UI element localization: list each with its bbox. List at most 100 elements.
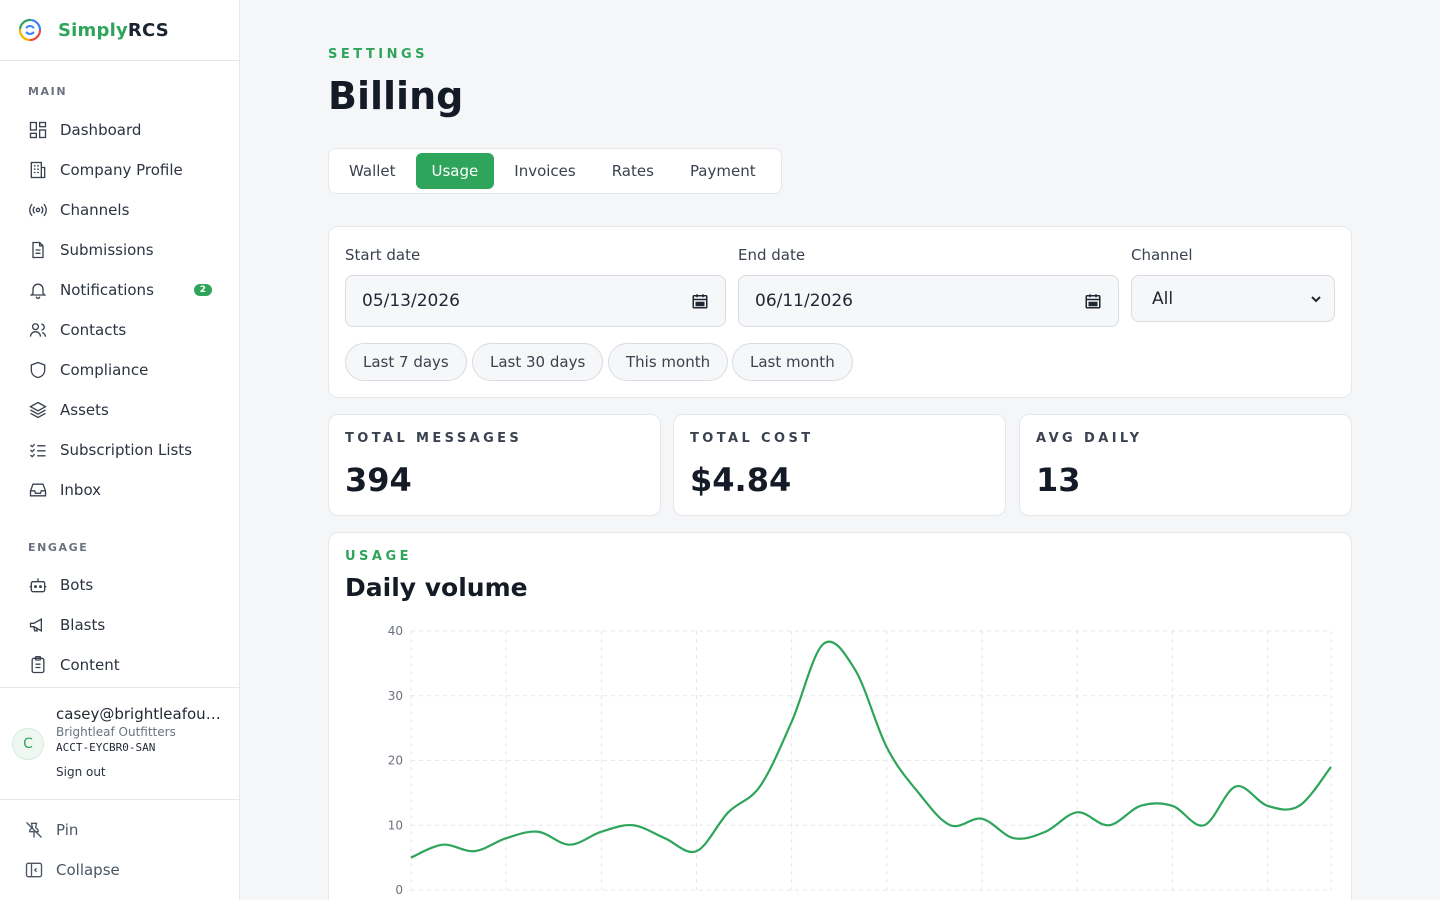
- stat-card-total-cost: TOTAL COST $4.84: [673, 414, 1006, 516]
- stat-value: $4.84: [690, 461, 792, 499]
- sidebar-item-subscription-lists[interactable]: Subscription Lists: [16, 432, 224, 468]
- sidebar-item-label: Company Profile: [60, 161, 183, 179]
- tab-usage[interactable]: Usage: [415, 153, 495, 189]
- sidebar-item-assets[interactable]: Assets: [16, 392, 224, 428]
- preset-last-month[interactable]: Last month: [732, 343, 853, 381]
- brand-name: SimplyRCS: [58, 19, 169, 41]
- collapse-button[interactable]: Collapse: [12, 852, 228, 888]
- sidebar-item-label: Subscription Lists: [60, 441, 193, 459]
- preset-this-month[interactable]: This month: [608, 343, 729, 381]
- start-date-value: 05/13/2026: [362, 291, 460, 311]
- y-tick-label: 40: [388, 624, 403, 638]
- channel-value: All: [1152, 288, 1174, 309]
- nav-section-main: MAIN: [28, 85, 68, 98]
- series-line: [410, 640, 1332, 859]
- tab-wallet[interactable]: Wallet: [349, 162, 396, 180]
- data-point: [790, 720, 794, 724]
- sidebar-item-contacts[interactable]: Contacts: [16, 312, 224, 348]
- y-tick-label: 0: [395, 883, 403, 897]
- bell-icon: [29, 283, 47, 299]
- tab-rates[interactable]: Rates: [611, 162, 654, 180]
- sidebar-item-dashboard[interactable]: Dashboard: [16, 112, 224, 148]
- data-point: [853, 668, 857, 672]
- sidebar-item-blasts[interactable]: Blasts: [16, 607, 224, 643]
- sidebar-item-notifications[interactable]: Notifications 2: [16, 272, 224, 308]
- user-company: Brightleaf Outfitters: [56, 725, 176, 739]
- chart-eyebrow: USAGE: [345, 549, 413, 564]
- sidebar-item-label: Assets: [60, 401, 109, 419]
- end-date-value: 06/11/2026: [755, 291, 853, 311]
- start-date-label: Start date: [345, 246, 421, 264]
- chevron-down-icon: [1311, 295, 1321, 302]
- sidebar-item-inbox[interactable]: Inbox: [16, 472, 224, 508]
- notification-badge: 2: [193, 284, 212, 296]
- tab-invoices[interactable]: Invoices: [514, 162, 576, 180]
- nav-section-engage: ENGAGE: [28, 541, 89, 554]
- sidebar-item-label: Submissions: [60, 241, 154, 259]
- sidebar-item-compliance[interactable]: Compliance: [16, 352, 224, 388]
- calendar-icon[interactable]: [1084, 292, 1102, 310]
- stat-card-avg-daily: AVG DAILY 13: [1019, 414, 1352, 516]
- billing-tabs: Wallet Usage Invoices Rates Payment: [328, 148, 782, 194]
- pin-off-icon: [26, 822, 42, 838]
- data-point: [599, 830, 603, 834]
- layers-icon: [29, 401, 47, 419]
- stat-value: 13: [1036, 461, 1081, 499]
- sidebar-item-label: Bots: [60, 576, 94, 594]
- data-point: [1297, 804, 1301, 808]
- y-tick-label: 20: [388, 754, 403, 768]
- data-point: [504, 836, 508, 840]
- tab-payment[interactable]: Payment: [689, 162, 756, 180]
- data-point: [1012, 836, 1016, 840]
- preset-last-30-days[interactable]: Last 30 days: [472, 343, 604, 381]
- clipboard-icon: [31, 656, 45, 674]
- sidebar-item-submissions[interactable]: Submissions: [16, 232, 224, 268]
- sidebar-item-label: Contacts: [60, 321, 127, 339]
- channel-select[interactable]: All: [1131, 275, 1335, 322]
- preset-last-7-days[interactable]: Last 7 days: [345, 343, 467, 381]
- sidebar-item-bots[interactable]: Bots: [16, 567, 224, 603]
- data-point: [409, 856, 413, 860]
- sign-out-link[interactable]: Sign out: [56, 765, 106, 779]
- stat-value: 394: [345, 461, 412, 499]
- list-check-icon: [30, 443, 46, 458]
- page-title: Billing: [328, 74, 464, 118]
- stat-label: TOTAL COST: [690, 431, 814, 446]
- y-tick-label: 10: [388, 818, 403, 832]
- sidebar-item-label: Notifications: [60, 281, 154, 299]
- sidebar: SimplyRCS MAIN Dashboard Company Profile…: [0, 0, 240, 900]
- data-point: [568, 843, 572, 847]
- data-point: [1043, 830, 1047, 834]
- sidebar-item-company-profile[interactable]: Company Profile: [16, 152, 224, 188]
- user-account-id: ACCT-EYCBR0-SAN: [56, 741, 156, 754]
- brand-header: SimplyRCS: [0, 0, 239, 61]
- data-point: [726, 810, 730, 814]
- calendar-icon[interactable]: [691, 292, 709, 310]
- end-date-input[interactable]: 06/11/2026: [738, 275, 1119, 327]
- chart-title: Daily volume: [345, 573, 528, 602]
- sidebar-item-content[interactable]: Content: [16, 647, 224, 683]
- data-point: [1075, 810, 1079, 814]
- sidebar-item-label: Channels: [60, 201, 130, 219]
- sidebar-item-label: Compliance: [60, 361, 149, 379]
- daily-volume-chart: 0 10 20 30 40: [388, 624, 1332, 897]
- data-point: [917, 791, 921, 795]
- data-point: [1234, 784, 1238, 788]
- sidebar-item-channels[interactable]: Channels: [16, 192, 224, 228]
- filters-card: Start date 05/13/2026 End date 06/11/202…: [328, 226, 1352, 398]
- page-eyebrow: SETTINGS: [328, 47, 429, 62]
- data-point: [1107, 823, 1111, 827]
- usage-chart-card: USAGE Daily volume 0 10 20 30 40: [328, 532, 1352, 900]
- inbox-icon: [29, 483, 47, 497]
- start-date-input[interactable]: 05/13/2026: [345, 275, 726, 327]
- data-point: [948, 823, 952, 827]
- stat-label: TOTAL MESSAGES: [345, 431, 523, 446]
- channel-label: Channel: [1131, 246, 1193, 264]
- user-block: C casey@brightleafoutfitters.com Brightl…: [0, 687, 239, 800]
- y-tick-label: 30: [388, 689, 403, 703]
- user-email: casey@brightleafoutfitters.com: [56, 705, 226, 723]
- pin-button[interactable]: Pin: [12, 812, 228, 848]
- sidebar-item-label: Content: [60, 656, 120, 674]
- avatar: C: [12, 728, 44, 760]
- document-icon: [32, 241, 44, 259]
